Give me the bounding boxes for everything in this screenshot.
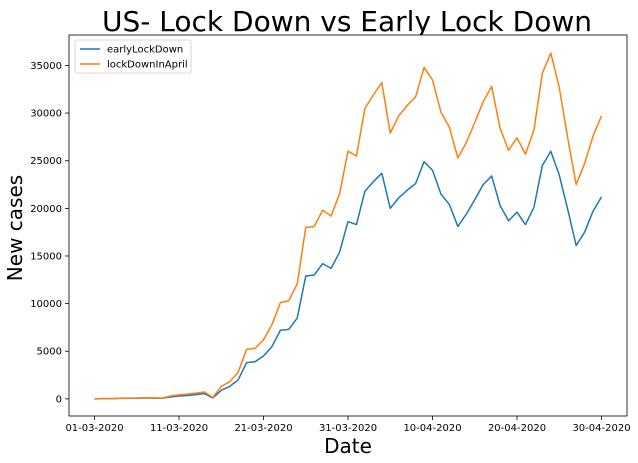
series-line-lockDownInApril — [94, 52, 603, 400]
x-tick-label: 01-03-2020 — [65, 423, 123, 434]
x-tick-label: 30-04-2020 — [572, 423, 630, 434]
x-tick-label: 20-04-2020 — [488, 423, 546, 434]
x-tick-label: 10-04-2020 — [403, 423, 461, 434]
x-axis: 01-03-2020 11-03-2020 21-03-2020 31-03-2020… — [65, 416, 631, 434]
y-tick-label: 25000 — [30, 156, 62, 167]
series-line-earlyLockDown — [94, 150, 603, 400]
x-tick-label: 11-03-2020 — [150, 423, 208, 434]
y-tick-label: 35000 — [30, 61, 62, 72]
y-tick-label: 10000 — [30, 299, 62, 310]
y-tick-label: 5000 — [37, 347, 62, 358]
y-tick-label: 0 — [56, 394, 62, 405]
y-axis: 0 5000 10000 15000 20000 25000 30000 35000 — [30, 61, 69, 405]
y-axis-label: New cases — [3, 175, 27, 281]
series-lines — [94, 52, 603, 400]
x-tick-label: 31-03-2020 — [319, 423, 377, 434]
chart-title: US- Lock Down vs Early Lock Down — [102, 5, 592, 38]
x-axis-label: Date — [324, 434, 372, 458]
y-tick-label: 30000 — [30, 109, 62, 120]
x-tick-label: 21-03-2020 — [234, 423, 292, 434]
plot-area — [68, 34, 628, 417]
y-tick-label: 20000 — [30, 204, 62, 215]
y-tick-label: 15000 — [30, 251, 62, 262]
legend-box — [74, 39, 192, 74]
legend: earlyLockDown lockDownInApril — [74, 39, 192, 74]
legend-label-earlyLockDown: earlyLockDown — [107, 45, 183, 56]
legend-label-lockDownInApril: lockDownInApril — [107, 60, 188, 71]
